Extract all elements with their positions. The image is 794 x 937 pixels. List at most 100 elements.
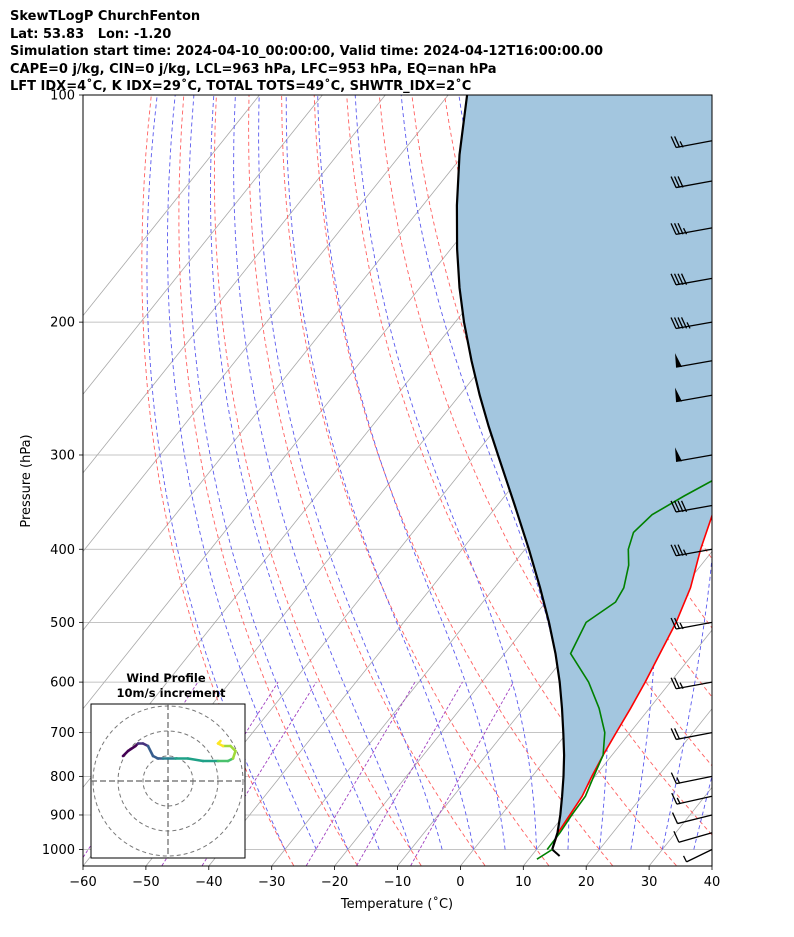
wind-barb	[670, 176, 713, 189]
moist-adiabat	[631, 95, 712, 850]
barb-half	[679, 682, 684, 689]
y-tick-label: 900	[50, 808, 75, 823]
barb-flag	[675, 387, 683, 402]
hodograph-trace	[186, 757, 205, 763]
barb-full	[671, 812, 679, 824]
isotherm-line	[523, 629, 712, 866]
wind-barb	[671, 812, 713, 825]
wind-barb	[670, 617, 713, 630]
y-tick-label: 700	[50, 726, 75, 741]
axis-ticks: −60 −50 −40 −30 −20 −10 0 10 20 30 40 100 200 300 400 5…	[42, 89, 720, 891]
barb-full	[680, 317, 688, 329]
barb-staff	[686, 848, 713, 863]
mixing-ratio-line	[410, 681, 514, 866]
barb-flag	[675, 353, 683, 368]
barb-full	[670, 317, 677, 329]
moist-adiabat	[317, 95, 506, 850]
barb-half	[676, 777, 681, 784]
dry-adiabat	[738, 95, 794, 866]
moist-adiabat	[258, 95, 443, 850]
barb-full	[674, 136, 681, 148]
dry-adiabat	[704, 95, 712, 114]
hodograph-trace	[216, 739, 222, 745]
moist-adiabat	[233, 95, 412, 850]
barb-full	[673, 830, 680, 843]
x-tick-label: 0	[456, 875, 464, 890]
isotherm-line	[712, 95, 794, 865]
barb-full	[670, 136, 677, 148]
wind-barb	[675, 447, 713, 462]
barb-full	[673, 223, 681, 235]
barb-half	[686, 322, 691, 329]
barb-full	[677, 223, 684, 235]
barb-staff	[676, 795, 713, 805]
y-tick-label: 500	[50, 616, 75, 631]
dewpoint-surface-segment	[536, 848, 553, 860]
y-tick-label: 300	[50, 448, 75, 463]
barb-half	[682, 855, 688, 863]
mixing-ratio-line	[201, 681, 317, 866]
wind-barb	[670, 136, 713, 149]
dry-adiabat	[281, 95, 550, 866]
wind-barb	[670, 544, 713, 557]
x-tick-label: −10	[384, 875, 411, 890]
barb-full	[673, 544, 681, 556]
isotherm-line	[83, 95, 449, 553]
wind-barb	[675, 387, 713, 403]
y-tick-label: 200	[50, 316, 75, 331]
parcel-surface-segment	[551, 848, 561, 857]
chart-title-block: SkewTLogP ChurchFenton Lat: 53.83 Lon: -…	[10, 8, 603, 96]
wind-barb	[682, 848, 713, 863]
title-line-indices: LFT IDX=4˚C, K IDX=29˚C, TOTAL TOTS=49˚C…	[10, 79, 472, 95]
wind-barb	[670, 273, 713, 286]
barb-full	[670, 677, 677, 690]
cape-fill	[456, 95, 712, 850]
barb-half	[682, 549, 688, 556]
barb-staff	[675, 394, 713, 403]
barb-full	[673, 176, 681, 188]
dry-adiabat	[770, 95, 794, 866]
barb-full	[670, 772, 677, 784]
x-tick-label: 20	[578, 875, 595, 890]
moist-adiabat	[188, 95, 349, 850]
title-line-station: SkewTLogP ChurchFenton	[10, 9, 201, 24]
wind-barb	[670, 223, 713, 236]
barb-flag	[675, 447, 683, 462]
hodograph-title: Wind Profile	[126, 671, 206, 685]
barb-full	[677, 317, 684, 329]
profile-lines	[455, 95, 712, 860]
barb-full	[677, 176, 684, 188]
hodograph-subtitle: 10m/s increment	[117, 686, 226, 700]
x-tick-label: 40	[704, 875, 721, 890]
wind-barb	[670, 728, 713, 741]
wind-barb	[670, 772, 713, 785]
barb-full	[680, 500, 688, 513]
isotherm-line	[83, 95, 512, 631]
barb-full	[677, 544, 684, 556]
barb-full	[674, 728, 681, 740]
dry-adiabat	[248, 95, 486, 866]
dry-adiabat	[444, 95, 712, 698]
barb-full	[677, 273, 684, 286]
barb-staff	[676, 731, 713, 741]
wind-barbs	[670, 136, 713, 863]
barb-full	[673, 617, 681, 630]
barb-full	[677, 500, 684, 513]
barb-full	[673, 273, 681, 286]
barb-full	[670, 223, 677, 235]
barb-staff	[677, 814, 713, 825]
barb-full	[670, 617, 677, 630]
barb-full	[671, 792, 678, 805]
title-line-times: Simulation start time: 2024-04-10_00:00:…	[10, 44, 603, 60]
wind-barb	[670, 500, 713, 513]
hodograph-trace	[126, 744, 137, 753]
cape-shading	[456, 95, 712, 850]
parcel-line	[455, 95, 566, 850]
dry-adiabat	[141, 95, 294, 866]
moist-adiabat	[210, 95, 380, 850]
barb-full	[673, 677, 681, 689]
dewpoint-line	[546, 479, 712, 850]
x-tick-label: 30	[641, 875, 658, 890]
isotherm-line	[83, 95, 386, 474]
